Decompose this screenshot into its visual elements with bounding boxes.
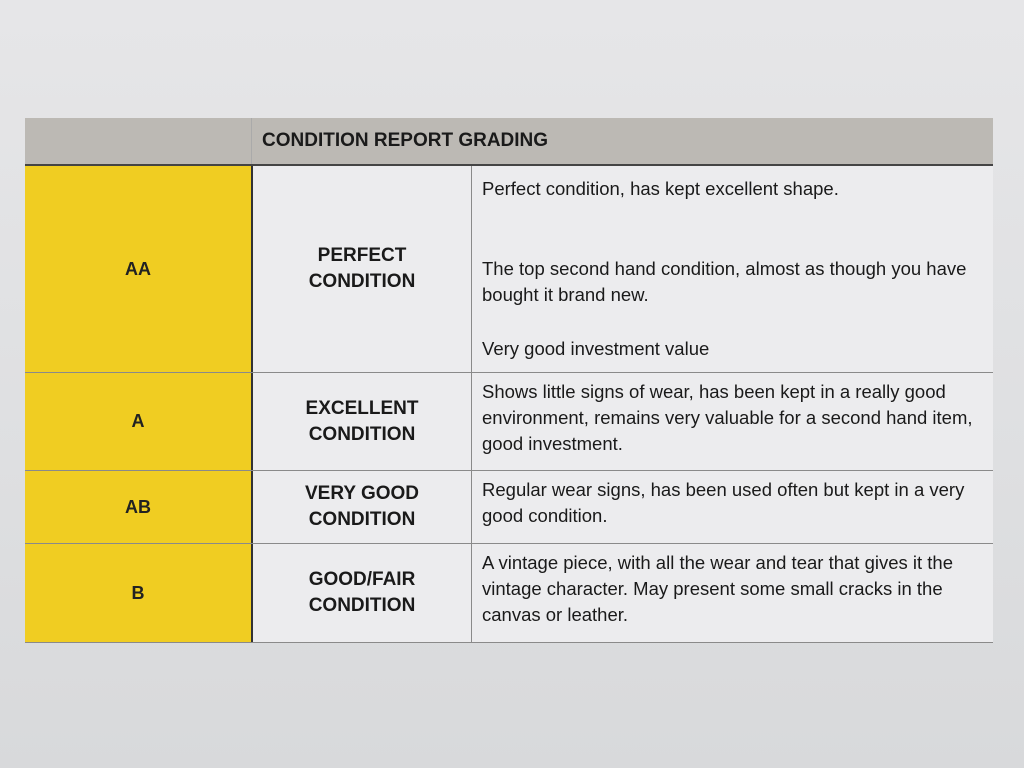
description-text: Regular wear signs, has been used often …: [482, 479, 965, 526]
condition-cell: VERY GOOD CONDITION: [253, 471, 472, 543]
grade-cell: AA: [25, 166, 253, 372]
description-text: A vintage piece, with all the wear and t…: [482, 552, 954, 625]
description-text: Very good investment value: [482, 338, 710, 359]
description-cell: Regular wear signs, has been used often …: [472, 471, 993, 543]
description-text: Perfect condition, has kept excellent sh…: [482, 178, 839, 199]
table-row: AB VERY GOOD CONDITION Regular wear sign…: [25, 471, 993, 544]
table-row: AA PERFECT CONDITION Perfect condition, …: [25, 166, 993, 373]
table-header: CONDITION REPORT GRADING: [25, 118, 993, 166]
table-row: B GOOD/FAIR CONDITION A vintage piece, w…: [25, 544, 993, 643]
condition-cell: EXCELLENT CONDITION: [253, 373, 472, 470]
table-title: CONDITION REPORT GRADING: [262, 130, 549, 151]
condition-label: PERFECT CONDITION: [308, 245, 416, 292]
description-text: The top second hand condition, almost as…: [482, 258, 967, 305]
grade-cell: A: [25, 373, 253, 470]
description-cell: Perfect condition, has kept excellent sh…: [472, 166, 993, 372]
description-cell: A vintage piece, with all the wear and t…: [472, 544, 993, 642]
condition-cell: GOOD/FAIR CONDITION: [253, 544, 472, 642]
condition-label: EXCELLENT CONDITION: [305, 397, 419, 445]
condition-cell: PERFECT CONDITION: [253, 166, 472, 372]
description-text: Shows little signs of wear, has been kep…: [482, 381, 973, 454]
grade-cell: B: [25, 544, 253, 642]
condition-label: VERY GOOD CONDITION: [304, 483, 420, 530]
grade-cell: AB: [25, 471, 253, 543]
condition-label: GOOD/FAIR CONDITION: [308, 569, 416, 616]
condition-grading-table: CONDITION REPORT GRADING AA PERFECT COND…: [25, 118, 993, 643]
table-row: A EXCELLENT CONDITION Shows little signs…: [25, 373, 993, 471]
header-empty-cell: [25, 118, 252, 164]
description-cell: Shows little signs of wear, has been kep…: [472, 373, 993, 470]
